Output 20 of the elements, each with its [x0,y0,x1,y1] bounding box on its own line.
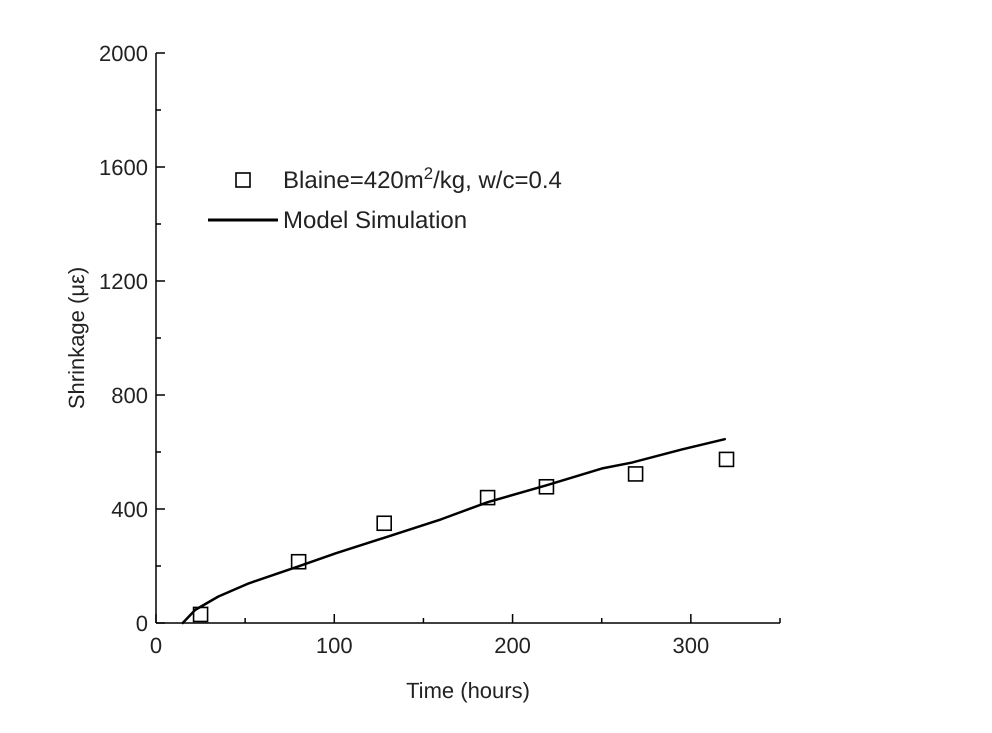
legend-label: Model Simulation [283,207,468,234]
point [480,490,496,506]
point [192,606,208,622]
point [628,466,644,482]
x-tick-label: 300 [672,633,710,658]
y-tick-label: 2000 [99,41,148,66]
legend-label: Blaine=420m$^{2}$/kg, w/c=0.4 [283,164,562,194]
x-tick-label: 200 [494,633,531,658]
y-axis-title: Shrinkage (με) [64,266,89,410]
point [376,515,392,532]
point [718,452,734,468]
point [290,554,306,570]
y-tick-label: 0 [136,611,148,636]
x-axis-title: Time (hours) [406,678,530,703]
y-tick-label: 1200 [99,269,148,294]
y-tick-label: 1600 [99,155,148,180]
y-tick-label: 400 [111,497,148,522]
x-tick-label: 100 [316,633,353,658]
y-tick-label: 800 [111,383,148,408]
point [538,478,554,495]
